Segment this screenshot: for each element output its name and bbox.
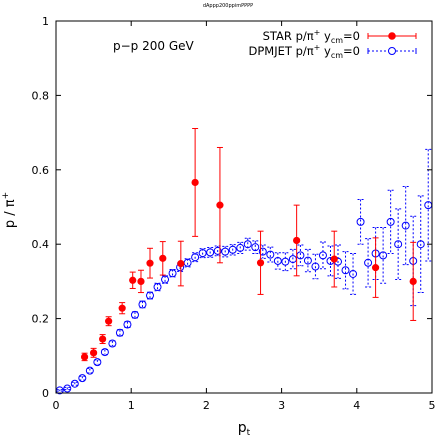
data-point (105, 317, 113, 325)
chart-top-label: dAppp200ppimPPPP (203, 3, 253, 9)
x-tick-label-5: 5 (429, 399, 436, 412)
data-point (379, 251, 388, 260)
x-tick-label-3: 3 (278, 399, 285, 412)
data-point (416, 240, 425, 249)
data-point (78, 374, 87, 383)
data-point (130, 310, 139, 319)
data-point (251, 243, 260, 252)
collision-annotation: p−p 200 GeV (113, 39, 195, 53)
legend-label-0: STAR p/π+ ycm=0 (263, 28, 360, 45)
legend-text-part: y (320, 29, 331, 43)
data-point (191, 253, 200, 262)
y-tick-label-0: 0 (42, 387, 49, 400)
legend-text-part: y (320, 44, 331, 58)
data-point (129, 276, 137, 284)
data-point (89, 349, 98, 357)
x-tick-label-2: 2 (203, 399, 210, 412)
data-point (137, 277, 145, 286)
data-point (118, 304, 126, 312)
data-point (401, 221, 410, 230)
data-point (85, 366, 94, 375)
data-point (159, 254, 167, 262)
data-point (63, 384, 72, 393)
x-tick-label-1: 1 (128, 399, 135, 412)
tick-layer: 0 1 2 3 4 5 0 0.2 0.4 0.6 0.8 1 (32, 15, 436, 412)
plot-frame (55, 20, 433, 394)
x-axis-label-main: p (238, 420, 247, 436)
data-point (318, 251, 327, 260)
series-star (80, 128, 417, 362)
legend-marker-1 (388, 47, 396, 55)
data-point (93, 358, 102, 367)
data-point (228, 245, 237, 254)
data-point (168, 269, 177, 278)
legend-text-part: =0 (343, 29, 360, 43)
data-point (372, 264, 380, 272)
data-point (243, 240, 252, 249)
data-point (236, 243, 245, 252)
y-axis-label: p / π+ (1, 192, 18, 228)
data-point (266, 250, 275, 259)
data-point (216, 201, 224, 209)
legend-label-1: DPMJET p/π+ ycm=0 (249, 43, 360, 60)
data-point (123, 320, 132, 329)
data-point (256, 259, 265, 267)
x-axis-label-sub: t (247, 428, 251, 436)
data-point (108, 339, 117, 348)
data-point (146, 291, 154, 300)
legend-text-part: =0 (343, 44, 360, 58)
data-point (177, 259, 185, 268)
data-point (213, 246, 222, 255)
data-point (191, 178, 199, 187)
data-layer (55, 128, 433, 395)
data-point (364, 258, 373, 267)
legend-marker-0 (388, 32, 396, 40)
y-tick-label-5: 1 (42, 15, 49, 28)
data-point (206, 248, 215, 257)
data-point (409, 277, 417, 286)
x-tick-label-0: 0 (53, 399, 60, 412)
legend-text-part: + (314, 28, 321, 37)
data-point (293, 236, 301, 245)
data-point (303, 256, 312, 265)
legend-text-part: + (314, 43, 321, 52)
data-point (349, 269, 358, 278)
data-point (273, 256, 282, 265)
y-axis-label-main: p / π (3, 199, 18, 228)
data-point (153, 282, 162, 291)
data-point (341, 266, 350, 275)
data-point (138, 300, 147, 309)
data-point (221, 247, 230, 256)
data-point (281, 257, 290, 266)
legend-text-part: DPMJET p/π (249, 44, 314, 58)
y-tick-label-3: 0.6 (32, 164, 50, 177)
x-tick-label-4: 4 (353, 399, 360, 412)
data-point (161, 275, 170, 284)
y-tick-label-2: 0.4 (32, 238, 50, 251)
y-axis-label-sup: + (1, 192, 11, 200)
data-point (115, 328, 124, 337)
data-point (330, 255, 338, 263)
data-point (146, 259, 154, 267)
legend-text-part: STAR p/π (263, 29, 314, 43)
y-tick-label-1: 0.2 (32, 313, 50, 326)
data-point (356, 217, 365, 226)
data-point (258, 247, 267, 256)
data-point (80, 353, 89, 361)
data-point (386, 217, 395, 226)
legend-text-part: cm (331, 51, 343, 60)
data-point (99, 335, 107, 343)
data-point (311, 262, 320, 271)
data-point (394, 240, 403, 249)
x-axis-label: pt (238, 420, 251, 436)
data-point (70, 379, 79, 388)
legend-text-part: cm (331, 36, 343, 45)
data-point (100, 348, 109, 357)
y-tick-label-4: 0.8 (32, 89, 50, 102)
data-point (198, 249, 207, 258)
